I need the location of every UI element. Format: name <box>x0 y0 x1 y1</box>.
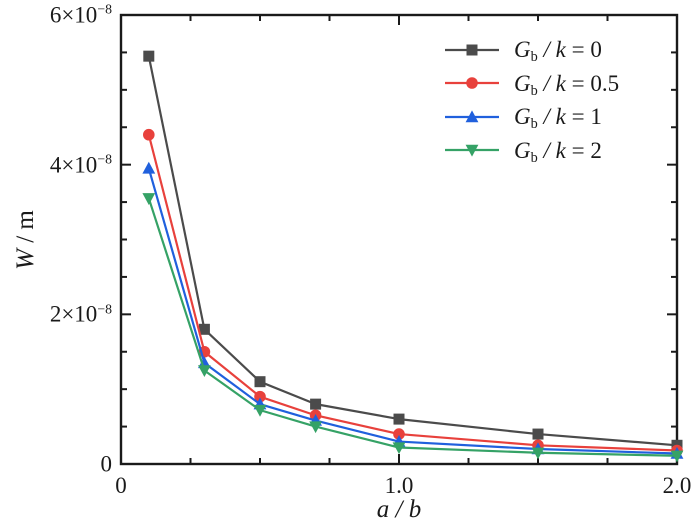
text-segment: −8 <box>97 151 112 167</box>
series-2-marker <box>142 161 156 174</box>
series-3-marker <box>253 404 267 417</box>
text-segment: b <box>408 496 422 523</box>
series-line-1 <box>147 134 678 452</box>
text-segment: 6×10 <box>49 2 98 28</box>
legend: Gb / k = 0 Gb / k = 0.5 Gb / k = 1 Gb / k =… <box>443 33 619 167</box>
series-line-2 <box>147 168 678 455</box>
y-tick-label: 6×10−8 <box>0 1 112 28</box>
legend-marker <box>466 77 478 90</box>
text-segment: 2×10 <box>49 301 98 327</box>
y-tick-label: 4×10−8 <box>0 151 112 178</box>
legend-label: Gb / k = 0 <box>514 37 602 64</box>
y-tick-label: 0 <box>0 451 113 477</box>
series-3-marker <box>142 193 156 205</box>
legend-marker <box>465 110 479 122</box>
legend-item-2: Gb / k = 1 <box>443 100 619 134</box>
text-segment: b <box>530 116 538 133</box>
text-segment: W <box>12 249 39 270</box>
x-tick-label: 1.0 <box>384 473 414 498</box>
legend-label: Gb / k = 2 <box>514 137 602 165</box>
text-segment: k <box>555 70 566 96</box>
text-segment: = 0 <box>565 37 602 63</box>
text-segment: G <box>514 37 531 63</box>
series-1-marker <box>254 390 266 403</box>
legend-marker-icon <box>445 77 499 90</box>
y-axis-title: W / m <box>12 210 40 270</box>
series-1-marker <box>393 428 405 440</box>
legend-item-3: Gb / k = 2 <box>443 134 619 168</box>
x-tick-label: 0 <box>115 473 127 498</box>
legend-marker-icon <box>445 110 499 122</box>
text-segment: b <box>530 82 538 99</box>
series-0-marker <box>254 376 266 388</box>
text-segment: / <box>537 70 556 96</box>
legend-item-1: Gb / k = 0.5 <box>443 67 619 101</box>
series-0-marker <box>393 413 405 425</box>
x-axis-title: a / b <box>377 496 421 524</box>
text-segment: = 2 <box>565 137 602 163</box>
text-segment: / <box>389 496 409 523</box>
plot-frame <box>119 13 679 466</box>
x-tick-label: 2.0 <box>662 473 692 498</box>
text-segment: = 0.5 <box>565 70 620 96</box>
text-segment: = 1 <box>565 104 602 130</box>
text-segment: 0 <box>100 451 113 477</box>
series-3-marker <box>531 447 545 460</box>
legend-marker <box>466 44 478 56</box>
text-segment: −8 <box>97 301 112 317</box>
series-3-marker <box>198 365 211 378</box>
series-0-marker <box>310 398 322 410</box>
text-segment: −8 <box>97 1 112 17</box>
text-segment: a <box>376 496 390 523</box>
series-line-3 <box>147 198 678 457</box>
series-2-marker <box>198 356 211 369</box>
text-segment: / <box>537 137 556 163</box>
series-3-marker <box>670 450 684 463</box>
legend-item-0: Gb / k = 0 <box>443 33 619 67</box>
series-0-marker <box>143 50 155 62</box>
text-segment: k <box>555 37 566 63</box>
legend-marker-icon <box>445 145 499 157</box>
series-0-marker <box>198 323 210 335</box>
legend-label: Gb / k = 1 <box>514 104 602 131</box>
text-segment: G <box>514 137 531 163</box>
legend-marker <box>465 145 479 157</box>
series-1-marker <box>143 128 155 141</box>
text-segment: / m <box>12 210 39 250</box>
series-3-marker <box>392 442 406 455</box>
y-tick-label: 2×10−8 <box>0 301 112 327</box>
text-segment: / <box>537 37 556 63</box>
text-segment: k <box>555 104 566 130</box>
legend-label: Gb / k = 0.5 <box>514 70 620 98</box>
text-segment: / <box>537 104 556 130</box>
text-segment: b <box>530 149 538 166</box>
text-segment: G <box>514 104 531 130</box>
text-segment: b <box>530 49 538 66</box>
text-segment: 4×10 <box>49 152 98 178</box>
text-segment: k <box>555 137 566 163</box>
text-segment: G <box>514 70 531 96</box>
series-0-marker <box>532 428 544 440</box>
series-3-marker <box>309 421 322 434</box>
legend-marker-icon <box>445 44 499 56</box>
